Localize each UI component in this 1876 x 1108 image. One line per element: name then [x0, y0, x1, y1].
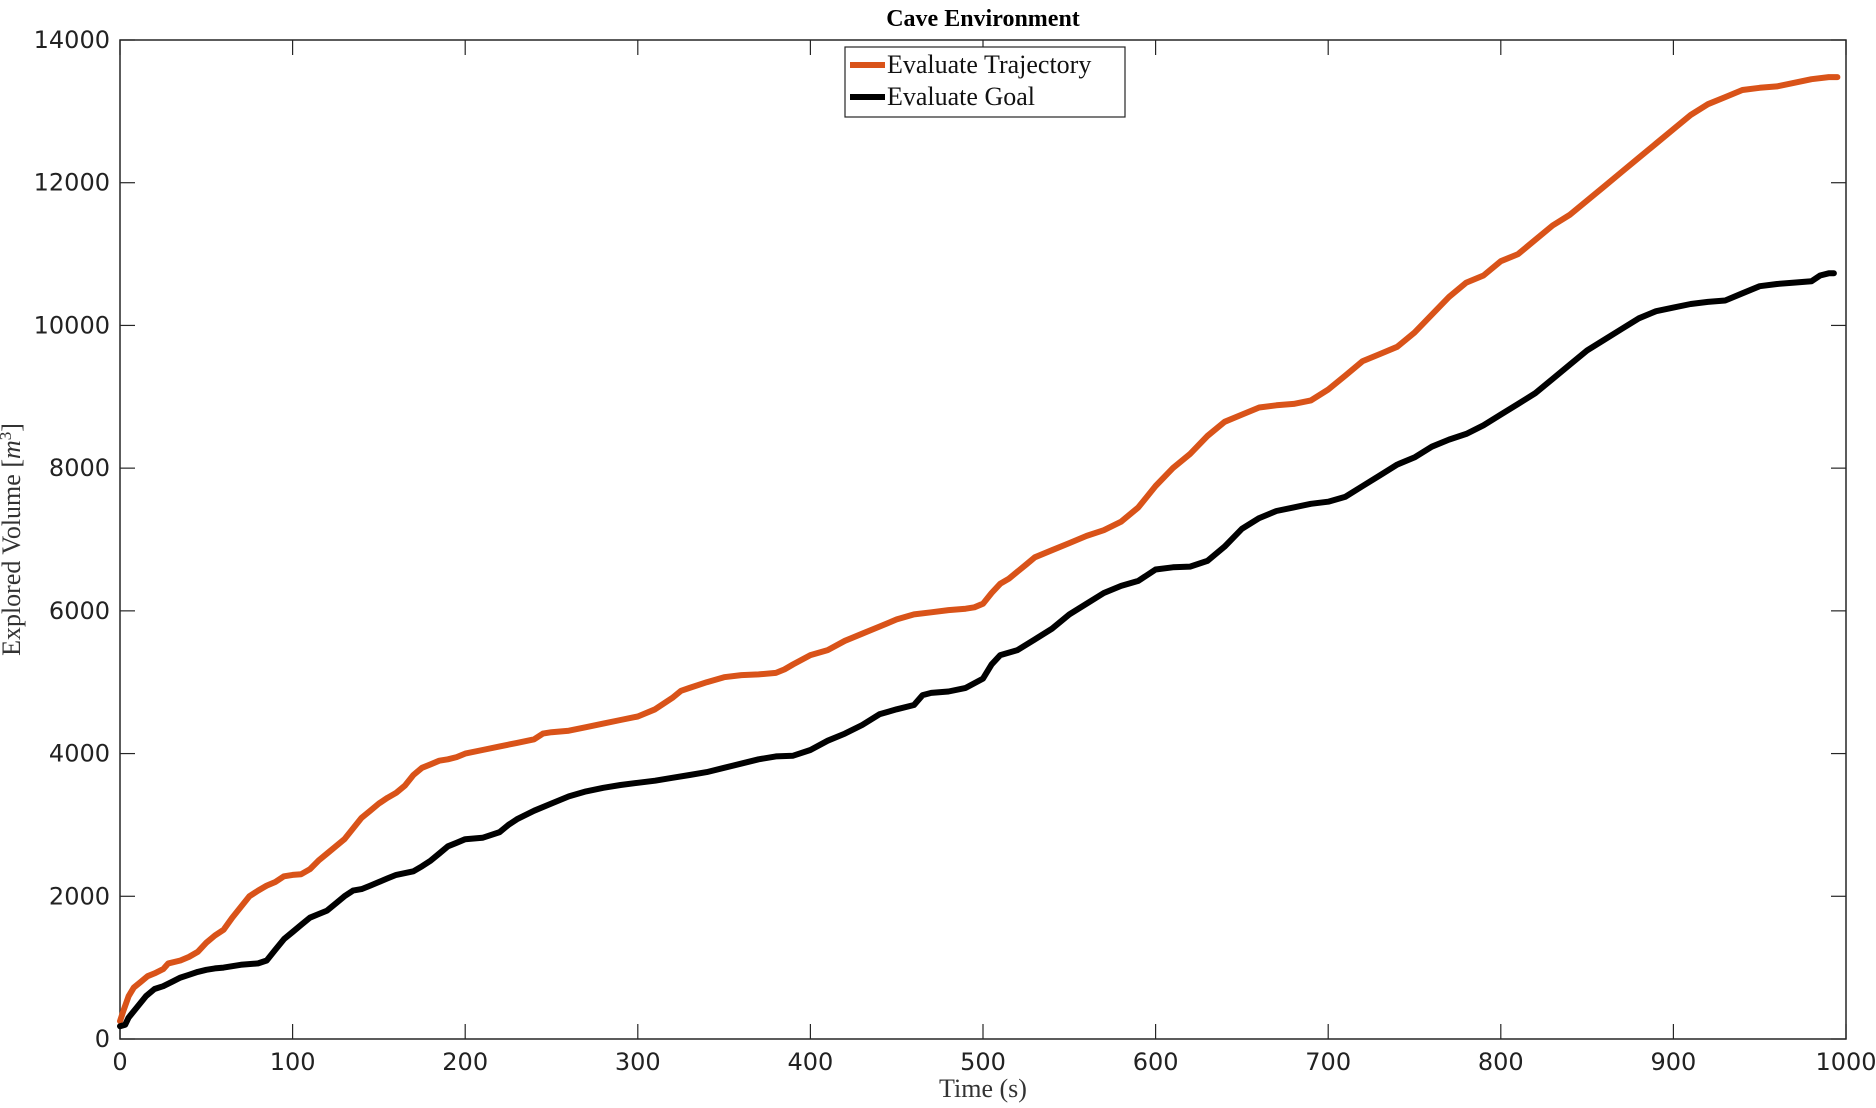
y-axis-label-text: Explored Volume [ — [0, 459, 26, 656]
legend-label: Evaluate Goal — [887, 82, 1035, 111]
x-axis: 0 100 200 300 400 500 600 700 800 900 1000 — [112, 40, 1876, 1076]
y-axis-label-unit: m — [0, 440, 26, 459]
series-line-evaluate-trajectory — [117, 74, 1841, 1025]
y-tick-label: 12000 — [34, 169, 110, 197]
y-tick-label: 0 — [95, 1025, 110, 1053]
y-axis-label-exponent: 3 — [0, 432, 15, 441]
x-tick-label: 200 — [442, 1048, 488, 1076]
x-tick-label: 1000 — [1815, 1048, 1876, 1076]
series-line-evaluate-goal — [117, 270, 1837, 1030]
x-tick-label: 0 — [112, 1048, 127, 1076]
y-tick-label: 6000 — [49, 597, 110, 625]
legend: Evaluate Trajectory Evaluate Goal — [844, 46, 1126, 118]
y-tick-label: 2000 — [49, 882, 110, 910]
y-axis: 0 2000 4000 6000 8000 10000 12000 14000 — [34, 26, 1846, 1053]
x-tick-label: 900 — [1650, 1048, 1696, 1076]
x-tick-label: 500 — [960, 1048, 1006, 1076]
x-tick-label: 400 — [787, 1048, 833, 1076]
chart-title: Cave Environment — [886, 6, 1080, 32]
x-tick-label: 700 — [1305, 1048, 1351, 1076]
x-tick-label: 300 — [615, 1048, 661, 1076]
plot-area — [119, 39, 1847, 1040]
series-lines — [117, 74, 1841, 1030]
legend-box — [844, 46, 1126, 118]
x-tick-label: 100 — [270, 1048, 316, 1076]
x-axis-label: Time (s) — [939, 1074, 1027, 1103]
y-axis-label: Explored Volume [m3] — [0, 423, 26, 656]
x-tick-label: 800 — [1478, 1048, 1524, 1076]
y-tick-label: 10000 — [34, 311, 110, 339]
y-tick-label: 8000 — [49, 454, 110, 482]
y-tick-label: 4000 — [49, 740, 110, 768]
plot-frame — [119, 39, 1847, 1040]
y-tick-label: 14000 — [34, 26, 110, 54]
legend-label: Evaluate Trajectory — [887, 50, 1091, 79]
y-axis-label-close: ] — [0, 423, 26, 432]
x-tick-label: 600 — [1133, 1048, 1179, 1076]
